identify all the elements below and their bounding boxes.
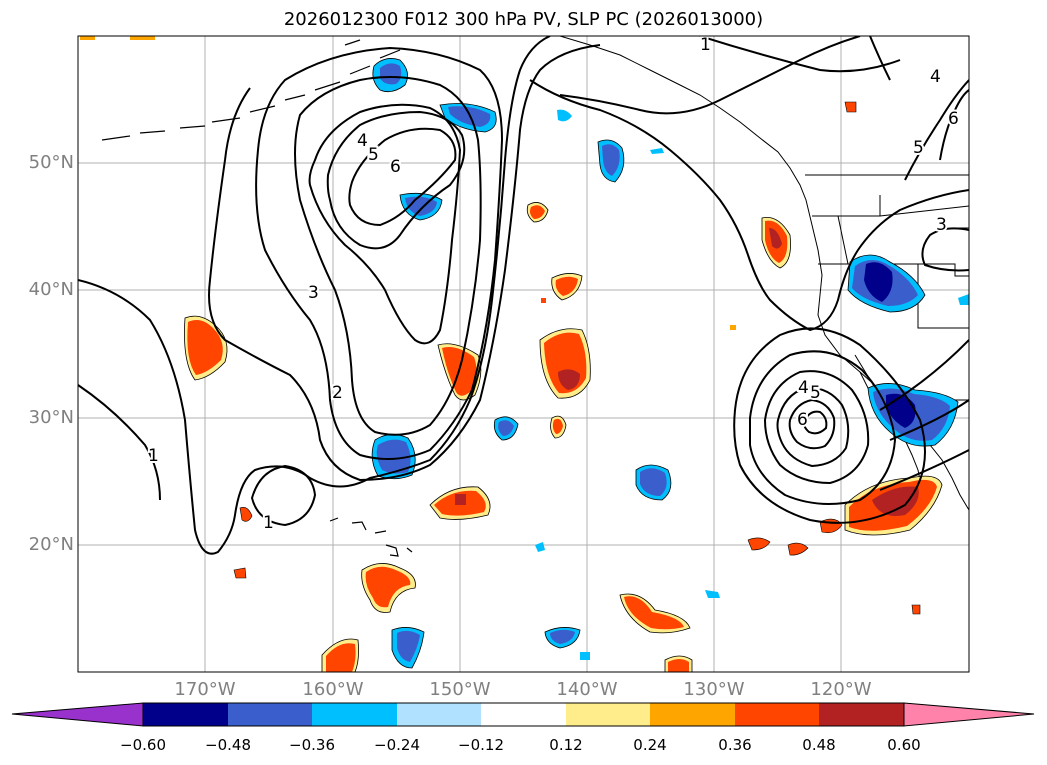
colorbar-tick-label: 0.24 [633,736,667,754]
contour-labels: 1 1 1 2 3 4 5 6 4 5 6 3 4 5 6 [146,35,961,535]
colorbar-swatch [397,703,482,726]
lat-label: 50°N [28,152,74,173]
colorbar-swatch [650,703,735,726]
lon-label: 130°W [683,679,745,700]
pv-negative-blobs [371,58,969,669]
pv-positive-blobs [80,36,943,672]
colorbar-swatch [735,703,820,726]
colorbar-arrow-left [11,702,144,727]
lat-label: 40°N [28,279,74,300]
contour-label: 5 [810,383,821,403]
contour-label: 5 [368,145,379,165]
contour-label: 6 [948,109,959,129]
colorbar-swatch [819,703,904,726]
map-frame [77,35,970,673]
lon-label: 150°W [429,679,491,700]
colorbar-swatch [566,703,651,726]
contour-label: 2 [332,383,343,403]
colorbar-tick-label: −0.48 [205,736,251,754]
colorbar-tick-label: −0.24 [374,736,420,754]
colorbar-swatch [143,703,228,726]
contour-label: 1 [700,35,711,55]
contour-label: 6 [797,410,808,430]
contour-label: 6 [390,157,401,177]
lon-label: 140°W [556,679,618,700]
colorbar-tick-label: 0.36 [718,736,752,754]
aleutian-islands [101,39,401,141]
lat-label: 20°N [28,534,74,555]
colorbar-tick-label: 0.12 [549,736,583,754]
contour-label: 1 [263,513,274,533]
hawaiian-islands [329,517,413,557]
lon-label: 170°W [174,679,236,700]
contour-label: 3 [308,283,319,303]
colorbar-tick-label: 0.60 [887,736,921,754]
contour-label: 4 [930,67,941,87]
contour-label: 4 [357,131,368,151]
contour-label: 3 [936,215,947,235]
colorbar-tick-label: 0.48 [802,736,836,754]
colorbar-tick-label: −0.12 [458,736,504,754]
colorbar-swatch [228,703,313,726]
colorbar [11,702,1035,727]
colorbar-arrow-right [903,702,1035,727]
colorbar-swatch [312,703,397,726]
contour-label: 5 [913,138,924,158]
map-title: 2026012300 F012 300 hPa PV, SLP PC (2026… [283,9,764,30]
contour-label: 4 [798,378,809,398]
colorbar-swatch [481,703,566,726]
slp-contours [78,36,969,555]
lon-label: 120°W [810,679,872,700]
lon-label: 160°W [302,679,364,700]
contour-label: 1 [148,446,159,466]
lat-label: 30°N [28,407,74,428]
colorbar-tick-label: −0.36 [289,736,335,754]
colorbar-tick-label: −0.60 [120,736,166,754]
